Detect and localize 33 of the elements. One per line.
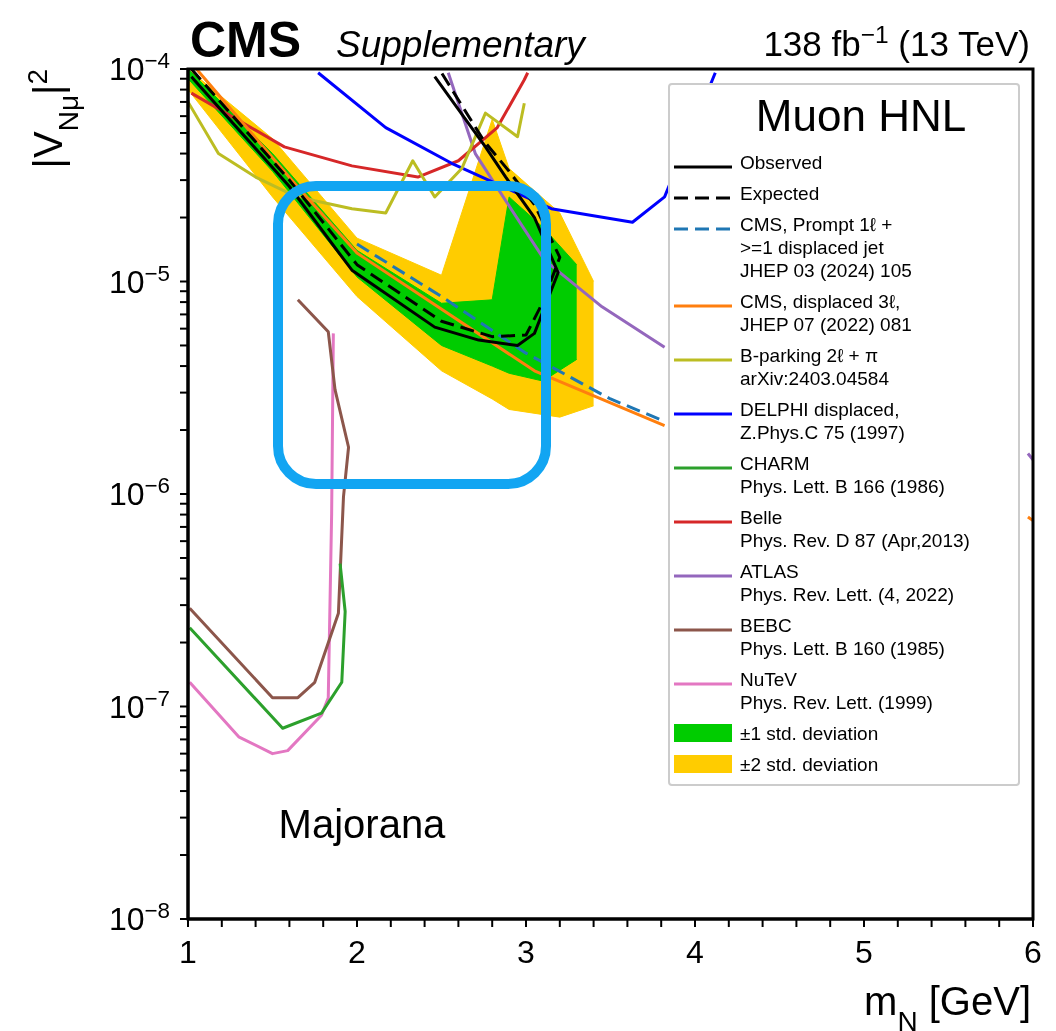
y-tick-label: 10$^{−8}$ (108, 897, 170, 937)
legend-title: Muon HNL (754, 90, 968, 142)
y-tick-label: 10$^{−7}$ (108, 685, 170, 725)
legend-label: Expected (740, 182, 820, 205)
y-tick-label: 10$^{−6}$ (108, 472, 170, 512)
x-tick-label: 4 (686, 934, 704, 970)
legend-label: DELPHI displaced, Z.Phys.C 75 (1997) (740, 398, 905, 444)
chart-title: CMS (190, 12, 302, 68)
legend-label: ±2 std. deviation (740, 753, 879, 776)
x-tick-label: 1 (179, 934, 197, 970)
x-tick-label: 6 (1024, 934, 1042, 970)
text: 138 fb$^{−1}$ (13 TeV) (763, 20, 1030, 63)
x-tick-label: 5 (855, 934, 873, 970)
legend-label: CMS, displaced 3ℓ, JHEP 07 (2022) 081 (740, 290, 912, 336)
legend-label: Observed (740, 151, 823, 174)
legend-label: CHARM Phys. Lett. B 166 (1986) (740, 452, 945, 498)
legend-label: ATLAS Phys. Rev. Lett. (4, 2022) (740, 560, 955, 606)
y-tick-label: 10$^{−5}$ (108, 260, 170, 300)
legend-label: ±1 std. deviation (740, 722, 879, 745)
x-tick-label: 2 (348, 934, 366, 970)
annotation: Majorana (278, 802, 447, 846)
line-series (188, 298, 351, 700)
legend-label: CMS, Prompt 1ℓ + >=1 displaced jet JHEP 03 (2024) 105 (740, 213, 912, 282)
x-tick-label: 3 (517, 934, 535, 970)
x-axis-title: m$_{N}$ [GeV] (864, 979, 1031, 1031)
line-series (188, 331, 335, 756)
legend-label: NuTeV Phys. Rev. Lett. (1999) (740, 668, 933, 714)
legend-label: Belle Phys. Rev. D 87 (Apr,2013) (740, 506, 970, 552)
y-tick-label: 10$^{−4}$ (108, 47, 170, 87)
line-series (188, 562, 347, 730)
chart-subtitle: Supplementary (336, 24, 588, 65)
legend-label: B-parking 2ℓ + π arXiv:2403.04584 (740, 344, 889, 390)
legend-label: BEBC Phys. Lett. B 160 (1985) (740, 614, 945, 660)
